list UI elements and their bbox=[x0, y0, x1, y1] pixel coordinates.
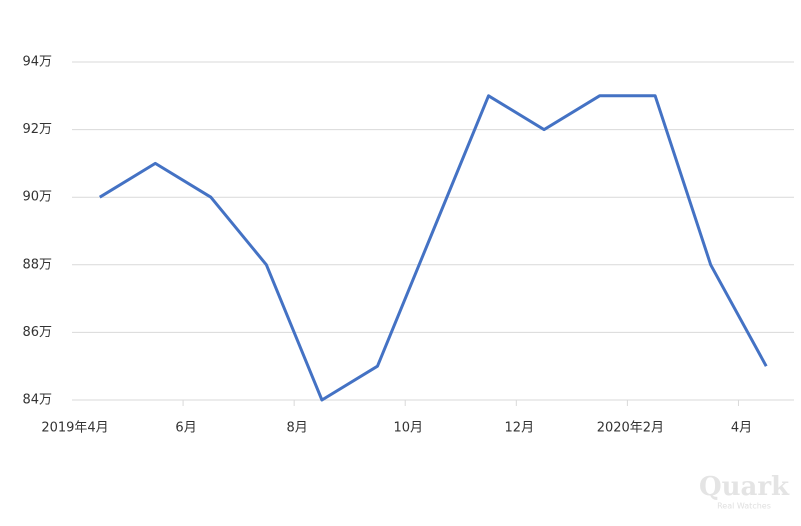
y-tick-label: 86万 bbox=[22, 325, 52, 340]
y-tick-label: 92万 bbox=[22, 122, 52, 137]
x-tick-label: 2019年4月 bbox=[41, 421, 108, 436]
y-tick-label: 88万 bbox=[22, 257, 52, 272]
watermark-subtitle: Real Watches bbox=[717, 502, 771, 511]
data-line bbox=[98, 94, 768, 402]
x-tick-label: 4月 bbox=[731, 421, 752, 436]
watermark-title: Quark bbox=[699, 472, 790, 502]
x-tick-label: 2020年2月 bbox=[597, 421, 664, 436]
x-tick-label: 8月 bbox=[287, 421, 308, 436]
x-tick-label: 12月 bbox=[505, 421, 535, 436]
y-tick-label: 84万 bbox=[22, 393, 52, 408]
x-tick-label: 6月 bbox=[175, 421, 196, 436]
y-tick-label: 90万 bbox=[22, 190, 52, 205]
y-tick-label: 94万 bbox=[22, 55, 52, 70]
x-tick-label: 10月 bbox=[393, 421, 423, 436]
